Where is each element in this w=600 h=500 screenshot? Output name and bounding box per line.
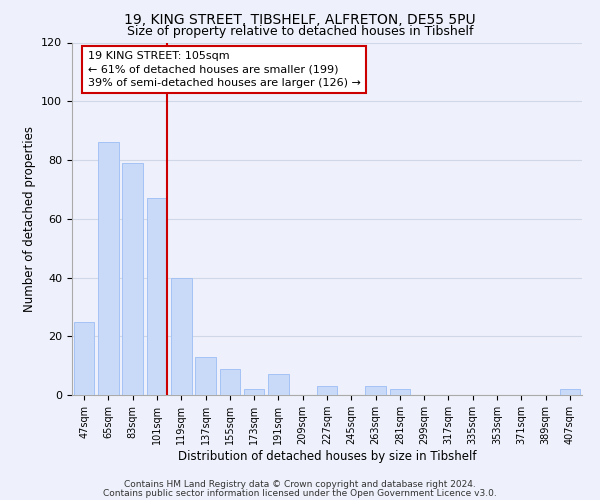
Bar [74, 322, 94, 395]
Bar [220, 368, 240, 395]
Bar [268, 374, 289, 395]
Bar [560, 389, 580, 395]
Text: 19 KING STREET: 105sqm
← 61% of detached houses are smaller (199)
39% of semi-de: 19 KING STREET: 105sqm ← 61% of detached… [88, 52, 361, 88]
Text: Contains HM Land Registry data © Crown copyright and database right 2024.: Contains HM Land Registry data © Crown c… [124, 480, 476, 489]
Text: 19, KING STREET, TIBSHELF, ALFRETON, DE55 5PU: 19, KING STREET, TIBSHELF, ALFRETON, DE5… [124, 12, 476, 26]
Bar [146, 198, 167, 395]
Text: Size of property relative to detached houses in Tibshelf: Size of property relative to detached ho… [127, 25, 473, 38]
Bar [244, 389, 265, 395]
Bar [365, 386, 386, 395]
Bar [195, 357, 216, 395]
Bar [171, 278, 191, 395]
Bar [98, 142, 119, 395]
Bar [122, 163, 143, 395]
Text: Contains public sector information licensed under the Open Government Licence v3: Contains public sector information licen… [103, 488, 497, 498]
X-axis label: Distribution of detached houses by size in Tibshelf: Distribution of detached houses by size … [178, 450, 476, 463]
Bar [389, 389, 410, 395]
Y-axis label: Number of detached properties: Number of detached properties [23, 126, 35, 312]
Bar [317, 386, 337, 395]
